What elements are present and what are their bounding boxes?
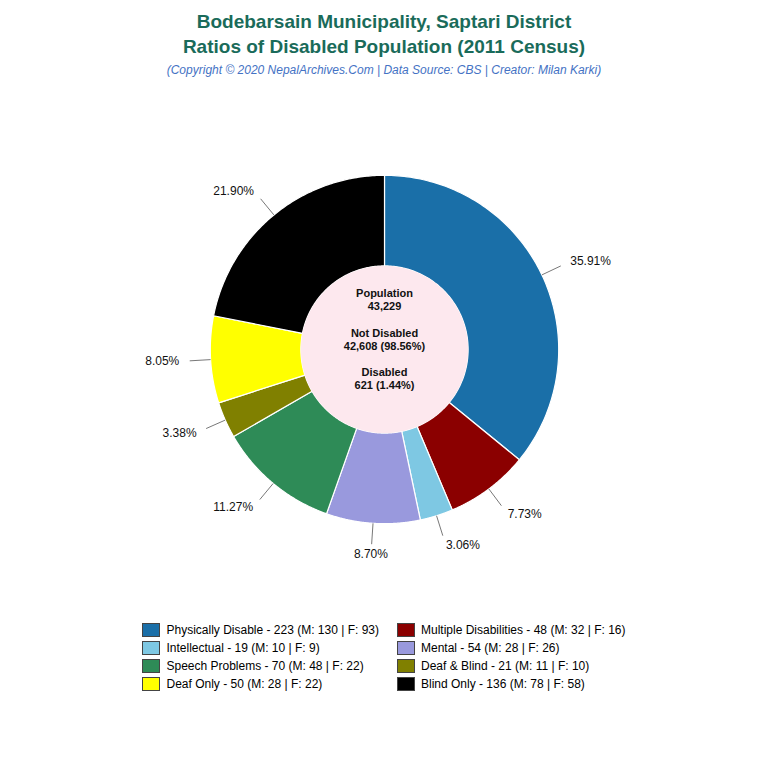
svg-text:8.05%: 8.05% (145, 355, 179, 369)
svg-text:7.73%: 7.73% (508, 507, 542, 521)
html-text:Bodebarsain Municipality, Sapt: Bodebarsain Municipality, Saptari Distri… (196, 11, 572, 32)
html-text:Ratios of Disabled Population: Ratios of Disabled Population (2011 Cens… (182, 35, 586, 57)
html-text:Deaf & Blind - 21 (M: 11 | F:: Deaf & Blind - 21 (M: 11 | F: 10) (421, 659, 590, 674)
svg-text:35.91%: 35.91% (570, 255, 611, 269)
html-text:Physically Disable - 223 (M: 1: Physically Disable - 223 (M: 130 | F: 93… (166, 623, 379, 638)
html-text:Blind Only - 136 (M: 78 | F: 5: Blind Only - 136 (M: 78 | F: 58) (421, 677, 585, 692)
html-text:(Copyright © 2020 NepalArchive: (Copyright © 2020 NepalArchives.Com | Da… (166, 63, 602, 78)
svg-text:8.70%: 8.70% (354, 548, 388, 562)
svg-text:11.27%: 11.27% (213, 501, 253, 515)
svg-text:3.06%: 3.06% (446, 539, 480, 553)
html-text:Intellectual - 19 (M: 10 | F:: Intellectual - 19 (M: 10 | F: 9) (166, 641, 320, 656)
html-text:Speech Problems - 70 (M: 48 |: Speech Problems - 70 (M: 48 | F: 22) (166, 659, 364, 674)
svg-text:Population43,229Not Disabled42: Population43,229Not Disabled42,608 (98.5… (344, 287, 426, 391)
html-text:Deaf Only - 50 (M: 28 | F: 22): Deaf Only - 50 (M: 28 | F: 22) (166, 677, 323, 692)
svg-text:3.38%: 3.38% (163, 426, 197, 440)
svg-text:21.90%: 21.90% (213, 184, 254, 198)
html-text:Mental - 54 (M: 28 | F: 26): Mental - 54 (M: 28 | F: 26) (421, 641, 560, 656)
html-text:Multiple Disabilities - 48 (M:: Multiple Disabilities - 48 (M: 32 | F: 1… (421, 623, 626, 638)
